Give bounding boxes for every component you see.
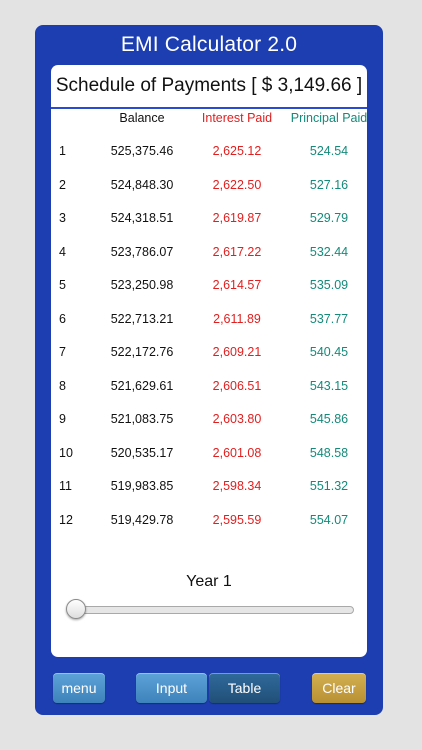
row-principal: 529.79 <box>309 211 349 225</box>
table-tab-button[interactable]: Table <box>209 673 280 703</box>
schedule-table: 1 525,375.46 2,625.12 524.54 2 524,848.3… <box>51 141 367 543</box>
table-header: Balance Interest Paid Principal Paid <box>51 111 367 133</box>
column-header-balance: Balance <box>119 111 165 125</box>
row-principal: 537.77 <box>309 311 349 326</box>
row-balance: 520,535.17 <box>110 445 174 460</box>
row-number: 2 <box>59 177 66 192</box>
row-principal: 543.15 <box>309 378 349 393</box>
input-tab-button[interactable]: Input <box>136 673 207 703</box>
row-number: 9 <box>59 412 66 426</box>
row-number: 7 <box>59 345 66 359</box>
row-balance: 519,983.85 <box>110 479 174 493</box>
row-balance: 524,318.51 <box>110 211 174 225</box>
year-slider-thumb[interactable] <box>66 599 86 619</box>
row-interest: 2,625.12 <box>212 144 262 158</box>
row-interest: 2,598.34 <box>212 479 262 493</box>
table-row: 3 524,318.51 2,619.87 529.79 <box>51 208 367 242</box>
year-label: Year 1 <box>186 573 232 590</box>
row-interest: 2,603.80 <box>212 412 262 426</box>
row-number: 4 <box>59 244 66 259</box>
row-interest: 2,617.22 <box>212 244 262 259</box>
schedule-card: Schedule of Payments [ $ 3,149.66 ] Bala… <box>51 65 367 657</box>
row-number: 1 <box>59 144 66 158</box>
row-interest: 2,606.51 <box>212 378 262 393</box>
year-slider-track[interactable] <box>76 606 354 614</box>
row-number: 10 <box>59 445 73 460</box>
row-balance: 524,848.30 <box>110 177 174 192</box>
table-row: 8 521,629.61 2,606.51 543.15 <box>51 376 367 410</box>
row-interest: 2,601.08 <box>212 445 262 460</box>
table-row: 11 519,983.85 2,598.34 551.32 <box>51 476 367 510</box>
row-principal: 548.58 <box>309 445 349 460</box>
menu-button[interactable]: menu <box>53 673 105 703</box>
row-interest: 2,611.89 <box>213 311 261 326</box>
row-principal: 527.16 <box>309 177 349 192</box>
schedule-header: Schedule of Payments [ $ 3,149.66 ] <box>51 65 367 109</box>
table-row: 2 524,848.30 2,622.50 527.16 <box>51 175 367 209</box>
table-row: 7 522,172.76 2,609.21 540.45 <box>51 342 367 376</box>
row-balance: 519,429.78 <box>110 512 174 527</box>
row-interest: 2,595.59 <box>212 512 262 527</box>
row-interest: 2,614.57 <box>212 278 262 292</box>
row-balance: 521,083.75 <box>110 412 174 426</box>
row-number: 5 <box>59 278 66 292</box>
row-principal: 535.09 <box>309 278 349 292</box>
column-header-principal: Principal Paid <box>290 111 367 125</box>
row-interest: 2,609.21 <box>212 345 262 359</box>
app-frame: EMI Calculator 2.0 Schedule of Payments … <box>35 25 383 715</box>
table-row: 1 525,375.46 2,625.12 524.54 <box>51 141 367 175</box>
table-row: 9 521,083.75 2,603.80 545.86 <box>51 409 367 443</box>
table-row: 4 523,786.07 2,617.22 532.44 <box>51 242 367 276</box>
row-balance: 525,375.46 <box>110 144 174 158</box>
table-row: 5 523,250.98 2,614.57 535.09 <box>51 275 367 309</box>
row-number: 12 <box>59 512 73 527</box>
row-principal: 551.32 <box>309 479 349 493</box>
row-interest: 2,619.87 <box>212 211 262 225</box>
table-row: 10 520,535.17 2,601.08 548.58 <box>51 443 367 477</box>
row-number: 8 <box>59 378 66 393</box>
row-number: 3 <box>59 211 66 225</box>
table-row: 6 522,713.21 2,611.89 537.77 <box>51 309 367 343</box>
row-balance: 522,172.76 <box>110 345 174 359</box>
row-balance: 522,713.21 <box>110 311 174 326</box>
table-row: 12 519,429.78 2,595.59 554.07 <box>51 510 367 544</box>
row-principal: 540.45 <box>309 345 349 359</box>
row-number: 11 <box>59 479 72 493</box>
row-principal: 554.07 <box>309 512 349 527</box>
row-interest: 2,622.50 <box>212 177 262 192</box>
column-header-interest: Interest Paid <box>201 111 273 125</box>
clear-button[interactable]: Clear <box>312 673 366 703</box>
row-number: 6 <box>59 311 66 326</box>
app-title: EMI Calculator 2.0 <box>120 33 298 56</box>
row-principal: 545.86 <box>309 412 349 426</box>
row-balance: 523,250.98 <box>110 278 174 292</box>
row-principal: 524.54 <box>309 144 349 158</box>
row-balance: 523,786.07 <box>110 244 174 259</box>
row-principal: 532.44 <box>309 244 349 259</box>
row-balance: 521,629.61 <box>110 378 174 393</box>
